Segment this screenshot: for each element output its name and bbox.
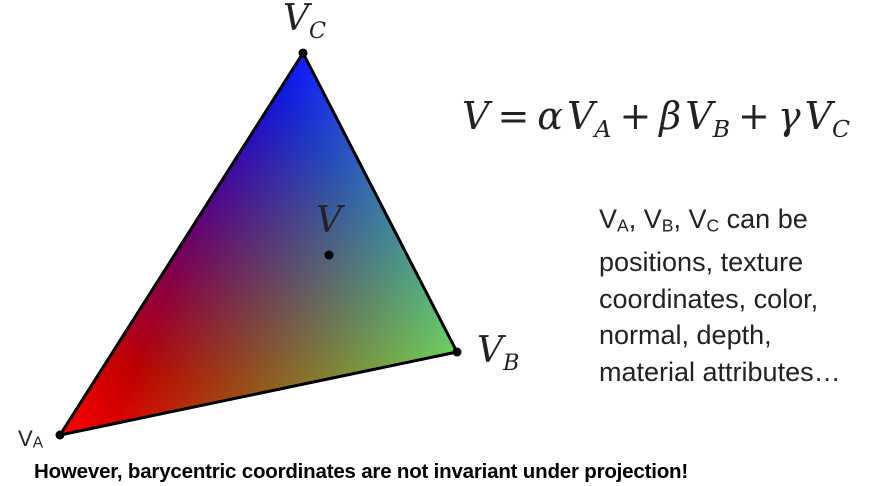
vertex-c-subscript: C	[309, 17, 327, 44]
formula-vb: V	[685, 94, 713, 138]
desc-sep-1: ,	[628, 204, 644, 234]
formula-va: V	[566, 94, 595, 138]
desc-vc: V	[688, 204, 707, 234]
vertex-b-dot	[452, 347, 462, 357]
vertex-b-letter: V	[477, 330, 503, 371]
barycentric-formula: V = α VA + β VB + γ VC	[462, 94, 850, 143]
desc-vb: V	[643, 204, 662, 234]
formula-equals: =	[497, 94, 530, 138]
formula-vc-sub: C	[832, 115, 851, 144]
interior-point-dot	[324, 250, 334, 260]
attribute-description: VA, VB, VC can be positions, texture coo…	[599, 201, 869, 390]
formula-vc: V	[804, 94, 833, 138]
triangle-outline	[58, 51, 459, 437]
vertex-a-letter: V	[18, 426, 33, 451]
desc-va: V	[599, 204, 618, 234]
vertex-b-label: VB	[477, 330, 519, 376]
vertex-a-subscript: A	[32, 434, 43, 452]
vertex-c-dot	[298, 48, 308, 58]
vertex-c-label: VC	[283, 0, 326, 44]
description-line-3: coordinates, color,	[599, 283, 819, 314]
vertex-a-dot	[55, 430, 65, 440]
desc-vc-sub: C	[706, 215, 720, 236]
formula-vb-sub: B	[712, 115, 731, 144]
description-line-1: VA, VB, VC can be	[599, 201, 869, 244]
triangle-fill	[60, 53, 457, 435]
formula-alpha: α	[537, 94, 563, 138]
formula-plus-1: +	[619, 94, 652, 138]
vertex-c-letter: V	[283, 0, 309, 39]
interior-point-label: V	[316, 200, 342, 241]
formula-gamma: γ	[777, 94, 801, 138]
desc-line-1-tail: can be	[719, 204, 808, 234]
formula-lhs: V	[462, 94, 490, 138]
formula-va-sub: A	[594, 115, 612, 144]
description-line-2: positions, texture	[599, 247, 804, 277]
description-line-4: normal, depth,	[599, 320, 772, 350]
vertex-a-label: VA	[18, 426, 43, 453]
description-line-5: material attributes…	[599, 356, 841, 387]
vertex-b-subscript: B	[503, 349, 520, 376]
desc-va-sub: A	[617, 215, 629, 236]
formula-plus-2: +	[738, 94, 770, 138]
desc-vb-sub: B	[661, 215, 674, 236]
slide-caption: However, barycentric coordinates are not…	[34, 460, 688, 483]
formula-beta: β	[659, 94, 682, 138]
desc-sep-2: ,	[673, 204, 689, 234]
